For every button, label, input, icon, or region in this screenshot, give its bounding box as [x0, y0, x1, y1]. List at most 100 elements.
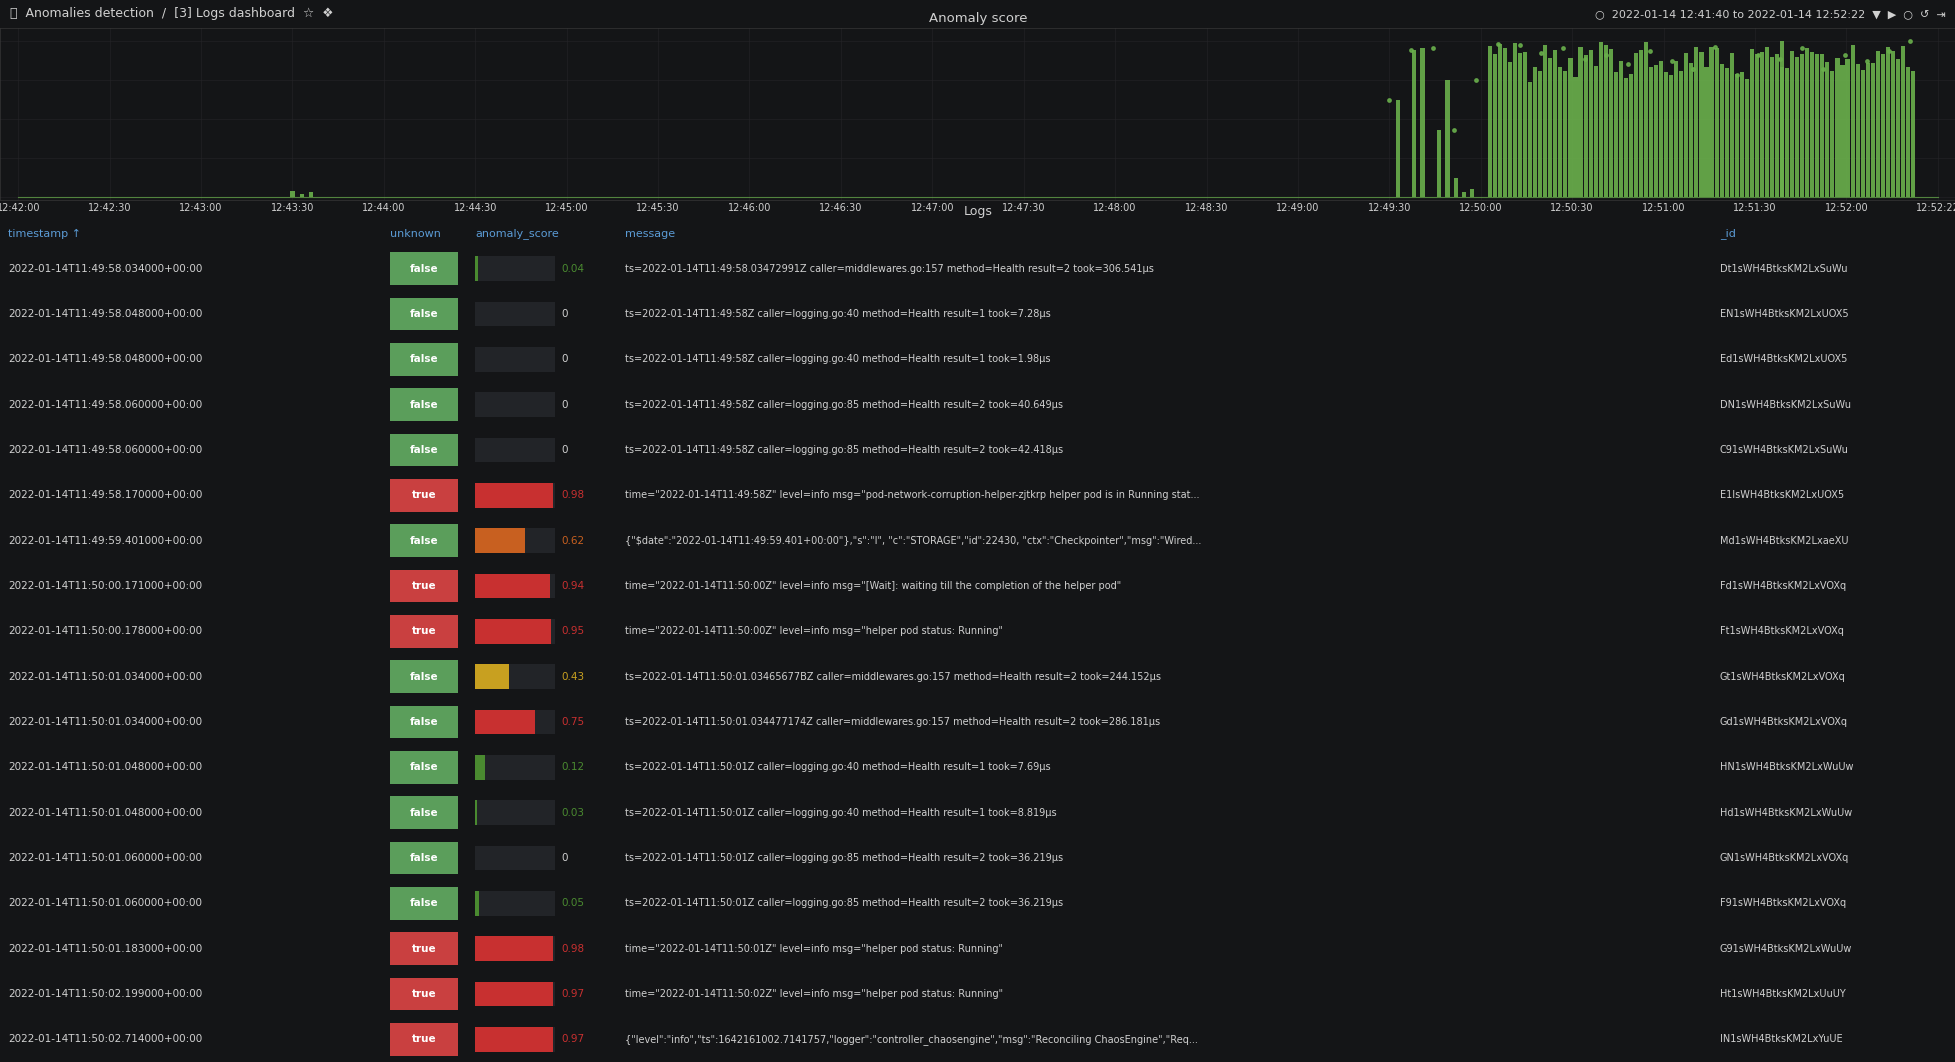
Text: false: false — [409, 309, 438, 319]
Text: 0.75: 0.75 — [561, 717, 585, 727]
Point — [1699, 38, 1730, 55]
Text: 2022-01-14T11:50:01.183000+00:00: 2022-01-14T11:50:01.183000+00:00 — [8, 944, 201, 954]
Text: _id: _id — [1718, 228, 1734, 239]
Text: true: true — [411, 1034, 436, 1044]
Text: 0: 0 — [561, 853, 567, 863]
FancyBboxPatch shape — [475, 438, 555, 462]
Text: true: true — [411, 581, 436, 590]
Text: 0: 0 — [561, 445, 567, 455]
Text: false: false — [409, 399, 438, 410]
Text: false: false — [409, 808, 438, 818]
Bar — [1779, 67, 1783, 196]
Bar — [1779, 40, 1783, 196]
FancyBboxPatch shape — [389, 1023, 457, 1056]
Text: Ht1sWH4BtksKM2LxUuUY: Ht1sWH4BtksKM2LxUuUY — [1718, 989, 1846, 999]
Text: 0.04: 0.04 — [561, 263, 585, 274]
Text: Logs: Logs — [964, 205, 991, 218]
Text: 2022-01-14T11:50:01.048000+00:00: 2022-01-14T11:50:01.048000+00:00 — [8, 763, 201, 772]
Point — [1460, 71, 1492, 88]
FancyBboxPatch shape — [475, 528, 555, 553]
Text: true: true — [411, 627, 436, 636]
Bar — [1632, 53, 1636, 196]
FancyBboxPatch shape — [389, 978, 457, 1010]
FancyBboxPatch shape — [389, 525, 457, 556]
Text: false: false — [409, 355, 438, 364]
FancyBboxPatch shape — [475, 619, 551, 644]
Text: GN1sWH4BtksKM2LxVOXq: GN1sWH4BtksKM2LxVOXq — [1718, 853, 1847, 863]
Text: 2022-01-14T11:50:01.060000+00:00: 2022-01-14T11:50:01.060000+00:00 — [8, 898, 201, 908]
Text: 0: 0 — [561, 309, 567, 319]
Bar — [1572, 78, 1578, 196]
FancyBboxPatch shape — [475, 709, 555, 735]
Bar — [1642, 41, 1648, 196]
Text: 2022-01-14T11:49:58.060000+00:00: 2022-01-14T11:49:58.060000+00:00 — [8, 445, 201, 455]
FancyBboxPatch shape — [389, 569, 457, 602]
Bar — [1513, 44, 1517, 196]
Text: 2022-01-14T11:49:58.060000+00:00: 2022-01-14T11:49:58.060000+00:00 — [8, 399, 201, 410]
FancyBboxPatch shape — [389, 433, 457, 466]
Text: unknown: unknown — [389, 229, 440, 239]
Text: 0.03: 0.03 — [561, 808, 585, 818]
Text: 2022-01-14T11:49:58.034000+00:00: 2022-01-14T11:49:58.034000+00:00 — [8, 263, 201, 274]
Text: time="2022-01-14T11:50:02Z" level=info msg="helper pod status: Running": time="2022-01-14T11:50:02Z" level=info m… — [626, 989, 1003, 999]
Point — [1894, 32, 1926, 49]
FancyBboxPatch shape — [389, 615, 457, 648]
Text: ts=2022-01-14T11:49:58.03472991Z caller=middlewares.go:157 method=Health result=: ts=2022-01-14T11:49:58.03472991Z caller=… — [626, 263, 1153, 274]
Text: false: false — [409, 898, 438, 908]
Text: C91sWH4BtksKM2LxSuWu: C91sWH4BtksKM2LxSuWu — [1718, 445, 1847, 455]
Text: E1IsWH4BtksKM2LxUOX5: E1IsWH4BtksKM2LxUOX5 — [1718, 491, 1844, 500]
FancyBboxPatch shape — [389, 297, 457, 330]
Text: 0.43: 0.43 — [561, 671, 585, 682]
Text: true: true — [411, 944, 436, 954]
Text: DN1sWH4BtksKM2LxSuWu: DN1sWH4BtksKM2LxSuWu — [1718, 399, 1849, 410]
Text: 0.95: 0.95 — [561, 627, 585, 636]
Text: HN1sWH4BtksKM2LxWuUw: HN1sWH4BtksKM2LxWuUw — [1718, 763, 1853, 772]
Bar — [1834, 58, 1838, 196]
Bar — [1734, 74, 1738, 196]
Bar — [1629, 73, 1632, 196]
Text: 2022-01-14T11:50:01.048000+00:00: 2022-01-14T11:50:01.048000+00:00 — [8, 808, 201, 818]
Point — [1482, 35, 1513, 52]
Text: timestamp ↑: timestamp ↑ — [8, 229, 80, 239]
FancyBboxPatch shape — [475, 256, 477, 281]
FancyBboxPatch shape — [389, 343, 457, 376]
Bar — [1760, 52, 1763, 196]
Text: false: false — [409, 671, 438, 682]
FancyBboxPatch shape — [475, 573, 555, 599]
Text: ts=2022-01-14T11:50:01.03465677BZ caller=middlewares.go:157 method=Health result: ts=2022-01-14T11:50:01.03465677BZ caller… — [626, 671, 1161, 682]
Point — [1632, 42, 1664, 59]
Text: 2022-01-14T11:49:58.170000+00:00: 2022-01-14T11:49:58.170000+00:00 — [8, 491, 201, 500]
FancyBboxPatch shape — [475, 937, 553, 961]
Point — [1677, 61, 1709, 78]
Bar — [1501, 48, 1505, 196]
Point — [1372, 91, 1404, 108]
Bar — [1738, 72, 1744, 196]
Bar — [1715, 48, 1718, 196]
Bar — [1718, 65, 1722, 196]
FancyBboxPatch shape — [475, 664, 508, 689]
Bar — [1709, 47, 1713, 196]
Bar — [1683, 53, 1687, 196]
Text: ts=2022-01-14T11:50:01.034477174Z caller=middlewares.go:157 method=Health result: ts=2022-01-14T11:50:01.034477174Z caller… — [626, 717, 1159, 727]
Bar — [1517, 53, 1521, 196]
Text: ⧮  Anomalies detection  /  [3] Logs dashboard  ☆  ❖: ⧮ Anomalies detection / [3] Logs dashboa… — [10, 7, 332, 20]
FancyBboxPatch shape — [475, 302, 555, 326]
Bar — [1562, 71, 1566, 196]
Bar — [289, 190, 295, 196]
Bar — [1904, 67, 1910, 196]
Text: 0.97: 0.97 — [561, 989, 585, 999]
Bar — [1488, 46, 1492, 196]
Bar — [1754, 53, 1758, 196]
Text: {"level":"info","ts":1642161002.7141757,"logger":"controller_chaosengine","msg":: {"level":"info","ts":1642161002.7141757,… — [626, 1034, 1196, 1045]
Bar — [309, 192, 313, 196]
FancyBboxPatch shape — [389, 796, 457, 829]
Bar — [1527, 82, 1531, 196]
FancyBboxPatch shape — [389, 479, 457, 512]
Bar — [1894, 59, 1898, 196]
Text: 0: 0 — [561, 355, 567, 364]
Bar — [1703, 67, 1707, 196]
Bar — [1578, 47, 1582, 196]
FancyBboxPatch shape — [475, 981, 555, 1007]
Bar — [1881, 54, 1885, 196]
Text: 2022-01-14T11:50:02.714000+00:00: 2022-01-14T11:50:02.714000+00:00 — [8, 1034, 201, 1044]
